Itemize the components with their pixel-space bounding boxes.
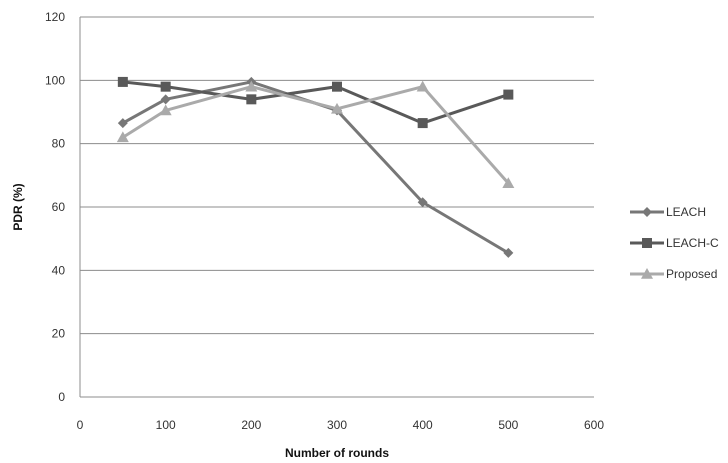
legend-marker — [642, 207, 652, 217]
series — [116, 76, 515, 258]
series-line — [122, 80, 509, 125]
y-axis-title: PDR (%) — [11, 183, 25, 230]
x-tick-label: 200 — [241, 418, 261, 432]
series-proposed — [116, 80, 515, 189]
data-point — [246, 94, 257, 105]
series-line — [122, 85, 510, 185]
legend-marker — [641, 268, 653, 279]
x-tick-label: 500 — [498, 418, 518, 432]
data-point — [117, 118, 128, 129]
x-tick-label: 100 — [156, 418, 176, 432]
data-point — [416, 80, 429, 92]
y-tick-label: 0 — [58, 390, 65, 404]
y-tick-label: 20 — [52, 327, 66, 341]
series-leach-c — [117, 76, 514, 129]
data-point — [159, 104, 172, 116]
data-point — [160, 81, 171, 92]
series-line — [122, 80, 510, 255]
legend-marker — [642, 238, 652, 248]
y-tick-label: 80 — [52, 137, 66, 151]
y-tick-label: 60 — [52, 200, 66, 214]
legend-item: LEACH-C — [630, 236, 719, 250]
axes — [79, 17, 594, 398]
data-point — [331, 102, 343, 114]
x-tick-label: 400 — [413, 418, 433, 432]
legend-label: LEACH — [666, 205, 706, 219]
legend-item: LEACH — [630, 205, 706, 219]
data-point — [417, 197, 428, 208]
x-tick-label: 0 — [77, 418, 84, 432]
data-point — [117, 76, 128, 87]
legend: LEACH LEACH-C Proposed — [630, 205, 719, 281]
tick-labels: 0 20 40 60 80 100 120 0 100 200 300 400 500 600 — [45, 10, 604, 432]
data-point — [503, 89, 514, 100]
data-point — [245, 80, 258, 92]
gridlines — [80, 16, 594, 335]
x-tick-label: 300 — [327, 418, 347, 432]
legend-item: Proposed — [630, 267, 717, 281]
data-point — [502, 177, 515, 189]
data-point — [503, 247, 514, 258]
data-point — [160, 94, 171, 105]
legend-label: LEACH-C — [666, 236, 719, 250]
y-tick-label: 100 — [45, 73, 65, 87]
data-point — [417, 118, 428, 129]
y-tick-label: 40 — [52, 263, 66, 277]
x-tick-label: 600 — [584, 418, 604, 432]
x-axis-title: Number of rounds — [285, 446, 389, 460]
data-point — [332, 81, 342, 92]
y-tick-label: 120 — [45, 10, 65, 24]
legend-label: Proposed — [666, 267, 717, 281]
data-point — [116, 131, 129, 143]
